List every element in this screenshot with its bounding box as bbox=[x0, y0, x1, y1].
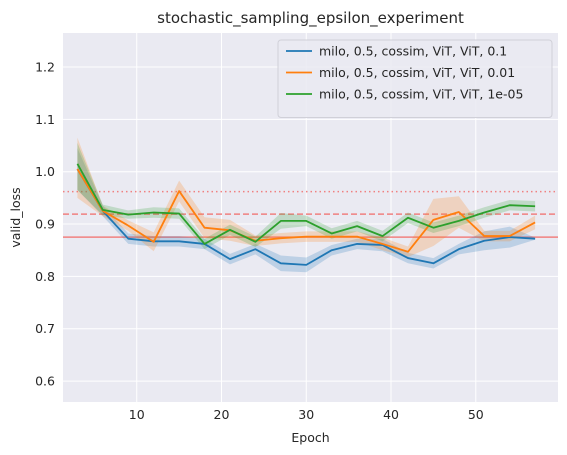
chart-title: stochastic_sampling_epsilon_experiment bbox=[157, 9, 464, 28]
y-tick-label: 0.8 bbox=[35, 269, 55, 284]
series-2-line bbox=[76, 168, 536, 253]
legend-entry-3: milo, 0.5, cossim, ViT, ViT, 1e-05 bbox=[319, 87, 523, 102]
series-3-line bbox=[76, 163, 536, 245]
y-tick-label: 0.6 bbox=[35, 374, 55, 389]
legend-box bbox=[277, 39, 553, 118]
legend: milo, 0.5, cossim, ViT, ViT, 0.1 milo, 0.… bbox=[277, 39, 553, 118]
series-lines bbox=[76, 163, 536, 266]
x-tick-label: 50 bbox=[468, 407, 484, 422]
x-tick-label: 10 bbox=[129, 407, 145, 422]
x-tick-label: 40 bbox=[383, 407, 399, 422]
y-axis-label: valid_loss bbox=[8, 187, 23, 247]
y-tick-label: 1.2 bbox=[35, 60, 55, 75]
y-tick-label: 1.0 bbox=[35, 164, 55, 179]
x-axis-label: Epoch bbox=[291, 430, 329, 445]
y-tick-label: 0.7 bbox=[35, 321, 55, 336]
series-1-band bbox=[77, 148, 536, 273]
y-tick-label: 1.1 bbox=[35, 112, 55, 127]
series-2-band bbox=[77, 137, 536, 258]
tick-labels: 10 20 30 40 50 0.6 0.7 0.8 0.9 1.0 1.1 1.2 bbox=[35, 60, 484, 422]
y-tick-label: 0.9 bbox=[35, 217, 55, 232]
legend-entry-2: milo, 0.5, cossim, ViT, ViT, 0.01 bbox=[319, 65, 515, 80]
x-tick-label: 20 bbox=[214, 407, 230, 422]
x-tick-label: 30 bbox=[298, 407, 314, 422]
legend-entry-1: milo, 0.5, cossim, ViT, ViT, 0.1 bbox=[319, 44, 507, 59]
